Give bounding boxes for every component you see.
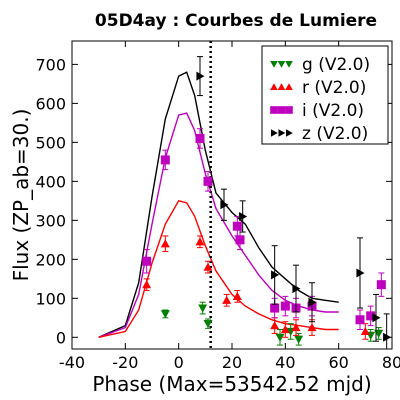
data-point-z (220, 200, 229, 210)
legend-label-i: i (V2.0) (302, 101, 364, 121)
data-point-r (222, 295, 232, 304)
legend-marker-z (270, 129, 278, 137)
legend-marker-g (285, 60, 293, 68)
legend-marker-r (277, 83, 286, 91)
y-tick-label: 400 (35, 172, 66, 191)
x-tick-label: -40 (59, 353, 85, 372)
y-tick-label: 700 (35, 55, 66, 74)
model-curve-0 (98, 71, 339, 338)
x-tick-label: 20 (222, 353, 242, 372)
data-point-i (142, 256, 152, 266)
data-point-i (203, 176, 213, 186)
legend: g (V2.0) r (V2.0) i (V2.0) z (V2.0) (261, 45, 389, 145)
data-point-g (198, 304, 208, 313)
data-point-r (360, 326, 370, 336)
data-point-i (235, 235, 245, 245)
data-point-i (366, 311, 376, 321)
y-tick-label: 100 (35, 289, 66, 308)
data-point-i (232, 221, 242, 231)
x-axis-title: Phase (Max=53542.52 mjd) (92, 372, 371, 396)
x-tick-label: 60 (328, 353, 348, 372)
model-curve-1 (98, 112, 339, 338)
data-point-r (203, 262, 213, 271)
legend-marker-i (277, 106, 286, 114)
data-point-i (160, 155, 170, 165)
data-point-i (270, 303, 280, 313)
data-point-r (307, 323, 317, 332)
axis-ticks: -40 -20 0 20 40 60 80 0 100 200 300 400 500 600 700 (35, 41, 400, 372)
y-tick-label: 500 (35, 133, 66, 152)
data-point-z (271, 270, 280, 280)
y-tick-label: 600 (35, 94, 66, 113)
legend-marker-z (278, 129, 286, 137)
data-point-z (239, 211, 248, 221)
legend-marker-i (285, 106, 293, 114)
data-point-i (376, 280, 386, 290)
data-point-z (292, 284, 301, 294)
data-point-g (160, 310, 170, 319)
y-axis-title: Flux (ZP_ab=30.) (9, 109, 33, 282)
data-point-r (160, 239, 170, 248)
x-tick-label: 80 (382, 353, 400, 372)
data-point-i (355, 315, 365, 325)
data-point-z (308, 297, 317, 307)
data-point-z (196, 71, 205, 81)
data-point-i (195, 133, 205, 143)
legend-label-g: g (V2.0) (302, 55, 370, 75)
chart-title: 05D4ay : Courbes de Lumiere (95, 11, 377, 31)
y-tick-label: 0 (56, 328, 66, 347)
y-tick-label: 200 (35, 250, 66, 269)
legend-marker-i (270, 106, 278, 114)
data-point-g (203, 320, 213, 329)
data-point-z (356, 268, 365, 278)
model-curve-2 (98, 199, 339, 338)
legend-marker-g (270, 60, 278, 68)
legend-marker-r (285, 83, 293, 91)
data-point-r (232, 291, 242, 300)
data-point-r (291, 323, 301, 332)
data-point-r (270, 321, 280, 330)
data-point-z (372, 313, 381, 323)
data-point-g (294, 335, 304, 344)
legend-marker-g (277, 60, 286, 68)
x-tick-label: 0 (174, 353, 184, 372)
legend-marker-z (285, 129, 293, 137)
y-tick-label: 300 (35, 211, 66, 230)
data-point-r (195, 237, 205, 246)
data-point-r (142, 280, 152, 289)
data-point-r (280, 325, 290, 334)
data-point-i (280, 301, 290, 311)
legend-label-z: z (V2.0) (302, 124, 368, 144)
x-tick-label: 40 (275, 353, 295, 372)
legend-marker-r (270, 83, 278, 91)
legend-label-r: r (V2.0) (302, 78, 366, 98)
data-point-g (275, 333, 285, 342)
x-tick-label: -20 (112, 353, 138, 372)
